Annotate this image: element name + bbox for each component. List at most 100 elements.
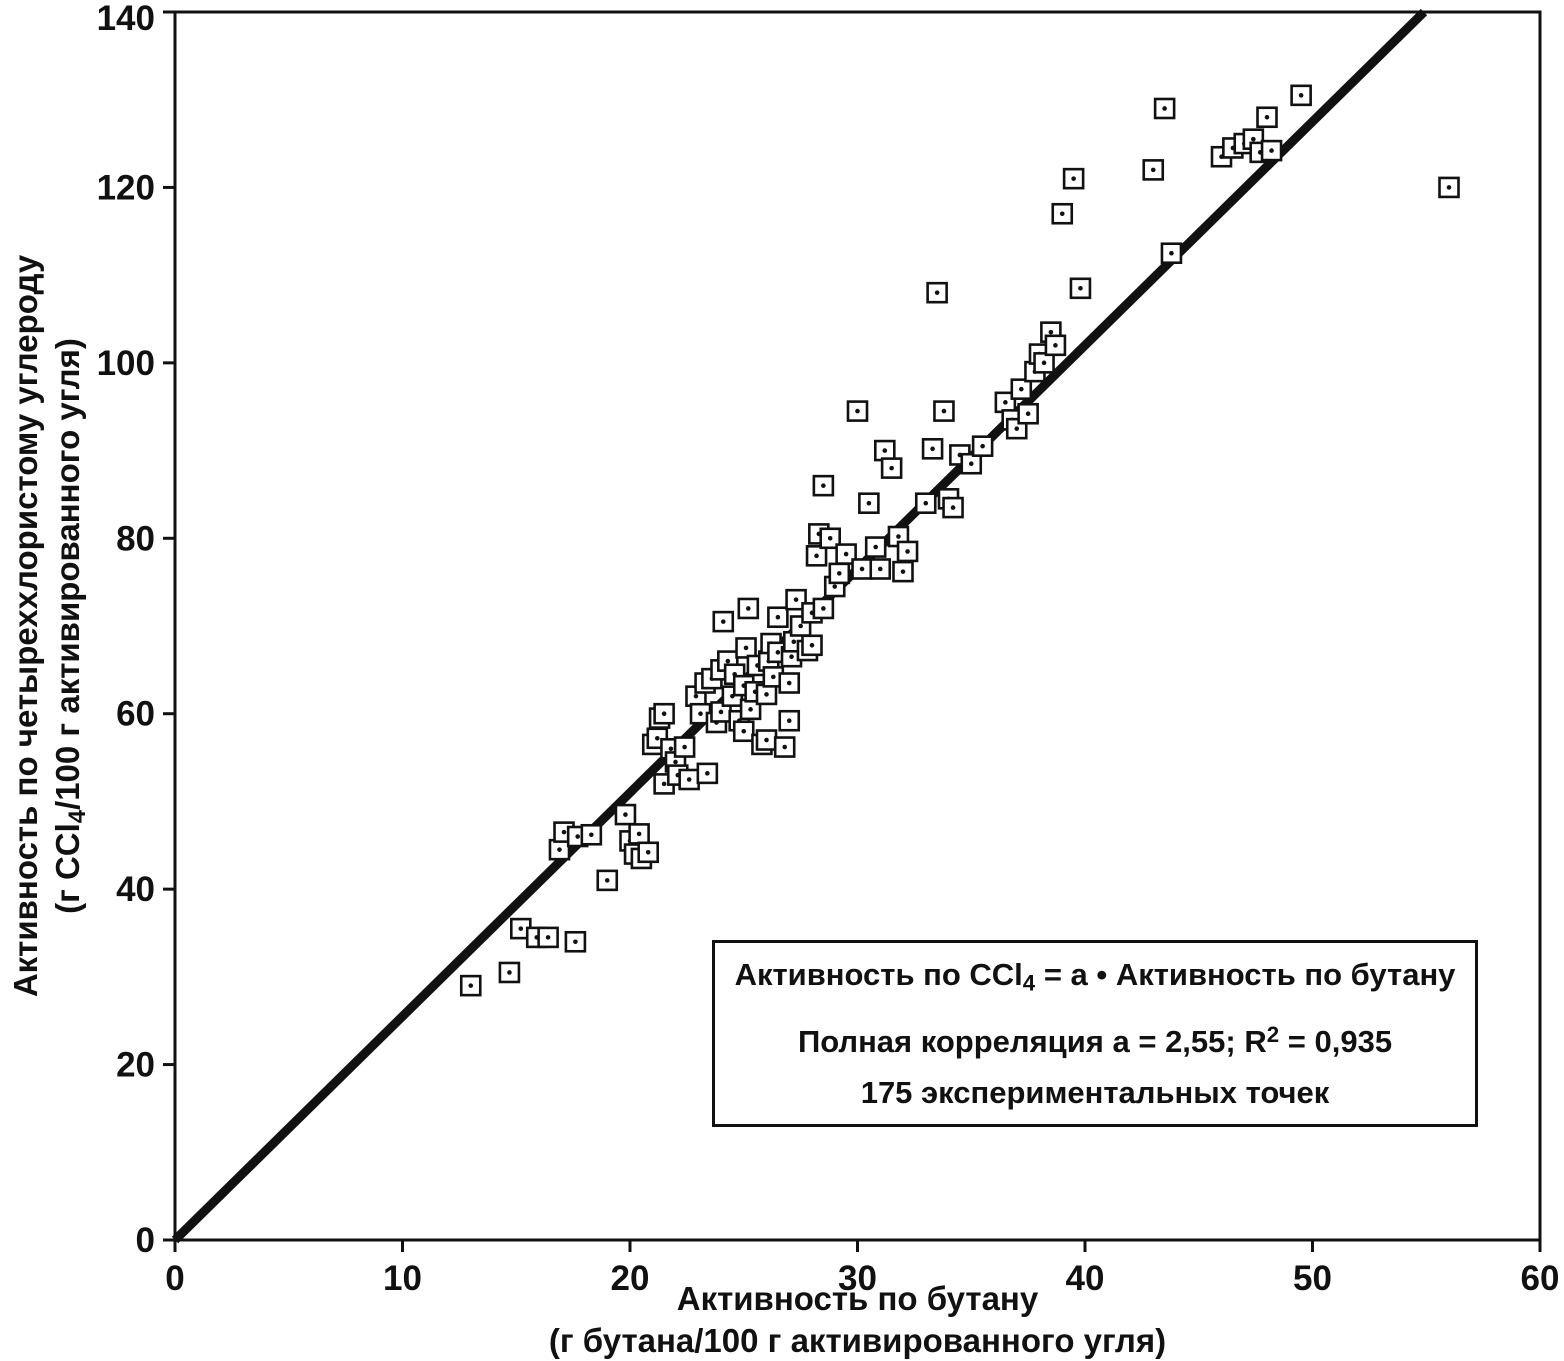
scatter-point-dot [821, 606, 826, 611]
annotation-correlation-line: Полная корреляция a = 2,55; R2 = 0,935 [797, 1021, 1393, 1059]
x-tick-label: 60 [1521, 1259, 1560, 1298]
scatter-point-dot [821, 483, 826, 488]
y-tick-label: 80 [116, 519, 155, 558]
x-tick-label: 0 [165, 1259, 184, 1298]
y-tick-label: 100 [97, 344, 155, 383]
scatter-point-dot [941, 408, 947, 414]
x-tick-label: 20 [611, 1259, 650, 1298]
x-tick-label: 10 [383, 1259, 422, 1298]
scatter-point-dot [746, 606, 751, 611]
scatter-point-dot [809, 642, 815, 648]
scatter-point-dot [1019, 386, 1024, 392]
scatter-point-dot [705, 771, 710, 776]
scatter-point-dot [900, 569, 906, 574]
scatter-point-dot [1048, 329, 1054, 335]
scatter-point-dot [786, 718, 792, 724]
annotation-count-line: 175 экспериментальных точек [860, 1074, 1330, 1110]
scatter-point-dot [673, 759, 678, 765]
scatter-point-dot [1251, 136, 1256, 142]
y-axis-title: Активность по четыреххлористому углероду… [5, 255, 99, 997]
scatter-point-dot [720, 619, 726, 624]
scatter-point-dot [782, 744, 787, 750]
annotation-superscript: 2 [1266, 1021, 1280, 1047]
scatter-point-dot [980, 443, 985, 449]
scatter-point-dot [968, 461, 974, 467]
scatter-point-dot [636, 831, 642, 837]
scatter-point-dot [775, 650, 781, 655]
scatter-point-dot [832, 584, 838, 589]
scatter-point-dot [741, 728, 747, 734]
scatter-point-dot [866, 500, 872, 506]
scatter-point-dot [775, 614, 781, 620]
y-tick-label: 0 [136, 1221, 155, 1260]
scatter-point-dot [1169, 250, 1174, 256]
scatter-point-dot [855, 408, 860, 414]
scatter-point-dot [686, 777, 692, 782]
scatter-point-dot [814, 553, 819, 559]
scatter-point-dot [791, 639, 797, 645]
y-axis-subscript: 4 [63, 809, 91, 824]
scatter-point-dot [1264, 114, 1270, 120]
scatter-point-dot [764, 692, 769, 697]
scatter-point-dot [668, 746, 674, 752]
scatter-point-dot [859, 566, 865, 572]
scatter-point-dot [827, 535, 833, 541]
scatter-point-dot [905, 549, 910, 554]
scatter-point-dot [771, 674, 776, 680]
scatter-point-dot [889, 465, 894, 471]
y-axis-title-line1: Активность по четыреххлористому углероду [7, 254, 45, 998]
scatter-point-dot [877, 566, 883, 572]
y-tick-label: 60 [116, 695, 155, 734]
scatter-point-dot [645, 850, 651, 855]
scatter-point-dot [950, 505, 956, 510]
x-tick-label: 50 [1293, 1259, 1332, 1298]
scatter-point-dot [468, 983, 474, 988]
scatter-point-dot [718, 709, 724, 715]
scatter-point-dot [1446, 185, 1452, 190]
scatter-point-dot [698, 711, 703, 717]
scatter-point-dot [682, 744, 687, 750]
scatter-point-dot [1041, 360, 1047, 366]
scatter-point-dot [930, 446, 935, 452]
scatter-point-dot [693, 693, 699, 699]
scatter-point-dot [882, 448, 888, 453]
scatter-point-dot [923, 500, 929, 506]
annotation-equation-line: Активность по CCl4 = a • Активность по б… [734, 957, 1456, 996]
scatter-point-dot [573, 939, 578, 945]
y-tick-label: 140 [97, 0, 155, 38]
scatter-point-dot [934, 290, 940, 295]
scatter-point-dot [1298, 93, 1304, 98]
scatter-point-dot [1014, 426, 1020, 431]
scatter-point-dot [789, 654, 794, 659]
scatter-point-dot [604, 878, 610, 883]
scatter-point-dot [545, 935, 551, 940]
scatter-point-dot [1269, 148, 1274, 153]
annotation-subscript: 4 [1022, 970, 1036, 996]
scatter-point-dot [557, 847, 562, 852]
scatter-point-dot [748, 707, 753, 712]
scatter-point-dot [507, 970, 512, 975]
scatter-point-dot [1150, 167, 1156, 173]
x-tick-label: 30 [838, 1259, 877, 1298]
x-axis-title-line1: Активность по бутану [676, 1280, 1039, 1317]
scatter-point-dot [1003, 400, 1008, 405]
scatter-point-dot [793, 597, 799, 602]
scatter-point-dot [1071, 176, 1076, 181]
y-tick-label: 120 [97, 168, 155, 207]
scatter-point-dot [896, 534, 901, 539]
x-axis-title-line2: (г бутана/100 г активированного угля) [548, 1322, 1167, 1359]
scatter-point-dot [575, 834, 580, 839]
scatter-point-dot [661, 711, 667, 717]
y-axis-title-line2: (г CCl4/100 г активированного угля) [49, 338, 91, 914]
scatter-point-dot [1059, 211, 1065, 217]
scatter-point-dot [1053, 343, 1058, 348]
scatter-point-dot [655, 735, 660, 741]
scatter-point-dot [725, 658, 731, 664]
y-tick-label: 20 [116, 1046, 155, 1085]
scatter-point-dot [786, 680, 792, 686]
scatter-point-dot [661, 781, 667, 787]
scatter-point-dot [561, 829, 567, 835]
scatter-point-dot [837, 571, 842, 576]
